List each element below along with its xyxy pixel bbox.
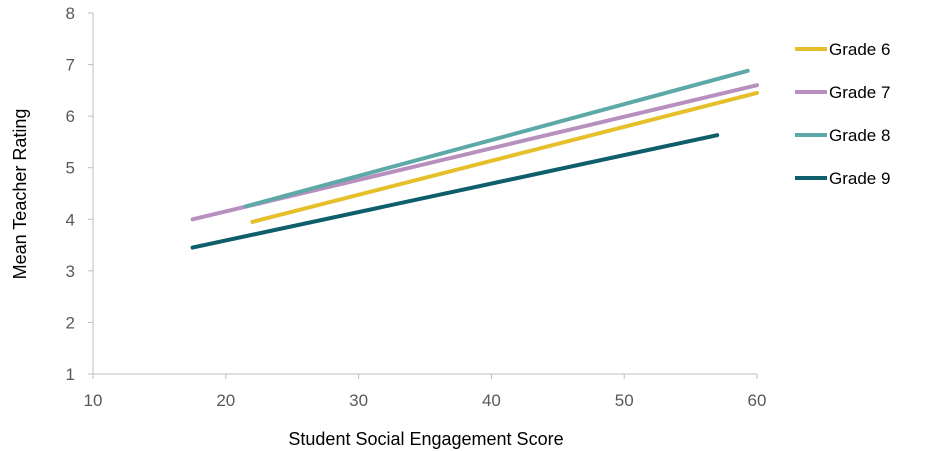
legend-label-grade-8: Grade 8 [829, 126, 890, 145]
y-tick-label: 4 [66, 210, 75, 229]
y-tick-label: 5 [66, 159, 75, 178]
y-tick-label: 7 [66, 56, 75, 75]
x-tick-label: 20 [216, 391, 235, 410]
x-tick-label: 10 [84, 391, 103, 410]
x-tick-label: 60 [748, 391, 767, 410]
legend-label-grade-6: Grade 6 [829, 40, 890, 59]
legend-label-grade-9: Grade 9 [829, 169, 890, 188]
legend: Grade 6 Grade 7 Grade 8 Grade 9 [795, 40, 890, 188]
y-tick-label: 3 [66, 262, 75, 281]
y-tick-label: 2 [66, 313, 75, 332]
series-line-grade-8 [243, 68, 750, 209]
axes: 1 2 3 4 5 6 7 8 10 20 30 40 50 60 [66, 4, 767, 410]
series-lines [190, 68, 759, 250]
x-ticks: 10 20 30 40 50 60 [84, 374, 767, 410]
y-tick-label: 8 [66, 4, 75, 23]
legend-label-grade-7: Grade 7 [829, 83, 890, 102]
series-line-grade-9 [190, 133, 720, 250]
x-tick-label: 30 [349, 391, 368, 410]
y-axis-title: Mean Teacher Rating [10, 109, 30, 280]
x-tick-label: 40 [482, 391, 501, 410]
x-axis-title: Student Social Engagement Score [288, 429, 563, 449]
x-tick-label: 50 [615, 391, 634, 410]
series-line-grade-6 [250, 90, 759, 224]
y-tick-label: 6 [66, 107, 75, 126]
y-tick-label: 1 [66, 365, 75, 384]
y-ticks: 1 2 3 4 5 6 7 8 [66, 4, 93, 384]
